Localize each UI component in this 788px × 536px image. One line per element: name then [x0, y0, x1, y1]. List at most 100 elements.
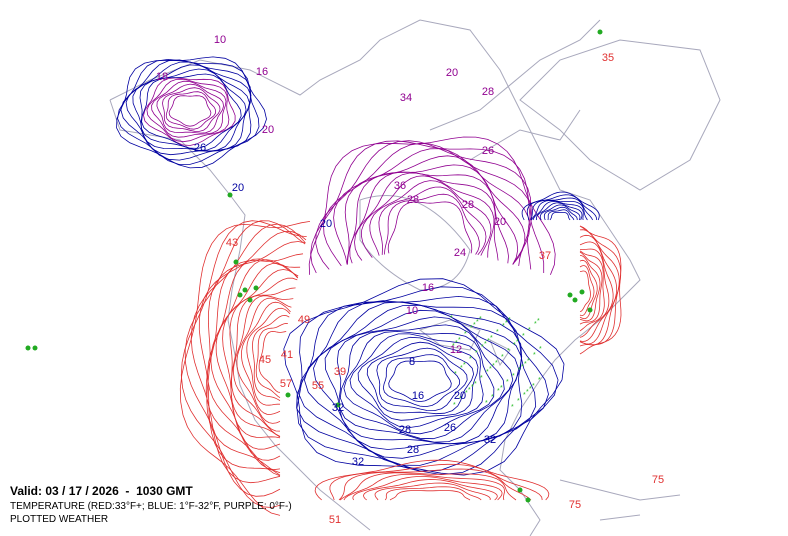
- snow-symbol: *: [454, 371, 457, 378]
- contour-line: [535, 202, 583, 221]
- snow-symbol: *: [455, 340, 458, 347]
- contour-line: [233, 295, 294, 432]
- contour-line: [303, 301, 523, 459]
- contour-line: [388, 360, 452, 403]
- snow-symbol: *: [481, 344, 484, 351]
- contour-line: [532, 200, 584, 221]
- contour-label: 16: [412, 390, 424, 402]
- contour-line: [333, 148, 531, 265]
- rain-dot: [242, 287, 248, 293]
- snow-symbol: *: [533, 352, 536, 359]
- contour-line: [151, 80, 227, 138]
- snow-symbol: *: [501, 354, 504, 361]
- hudson-bay: [359, 195, 471, 291]
- contour-line: [382, 354, 460, 408]
- contour-line: [579, 255, 601, 322]
- snow-symbol: *: [470, 325, 473, 332]
- contour-line: [354, 172, 499, 261]
- valid-time: Valid: 03 / 17 / 2026 - 1030 GMT: [10, 484, 193, 498]
- snow-symbol: *: [528, 327, 531, 334]
- snow-symbol: *: [459, 396, 462, 403]
- contour-line: [143, 77, 236, 146]
- contour-line: [283, 278, 565, 476]
- contour-line: [246, 307, 291, 406]
- contour-label: 12: [450, 344, 462, 356]
- contours: [116, 56, 622, 516]
- contour-line: [343, 330, 495, 435]
- contour-label: 32: [484, 434, 496, 446]
- rain-dot: [335, 402, 341, 408]
- snow-symbol: *: [529, 386, 532, 393]
- contour-line: [579, 225, 622, 347]
- snow-symbol: *: [450, 315, 453, 322]
- contour-line: [314, 459, 550, 501]
- contour-line: [315, 140, 532, 270]
- layer-text: PLOTTED WEATHER: [10, 514, 109, 525]
- rain-dot: [237, 292, 243, 298]
- coast-east: [109, 19, 641, 536]
- snow-symbol: *: [480, 375, 483, 382]
- contour-label: 10: [214, 34, 226, 46]
- snow-symbol: *: [473, 322, 476, 329]
- contour-label: 26: [194, 142, 206, 154]
- contour-line: [366, 341, 475, 415]
- contour-line: [310, 140, 545, 274]
- contour-line: [579, 250, 605, 332]
- snow-symbol: *: [497, 388, 500, 395]
- contour-line: [231, 287, 296, 437]
- contour-line: [207, 258, 301, 471]
- rain-dot: [579, 289, 585, 295]
- snow-symbol: *: [508, 317, 511, 324]
- contour-line: [579, 265, 595, 317]
- contour-line: [376, 347, 468, 412]
- snow-symbol: *: [495, 360, 498, 367]
- snow-symbol: *: [460, 365, 463, 372]
- contour-label: 75: [569, 499, 581, 511]
- contour-line: [579, 248, 610, 338]
- snow-symbol: *: [517, 398, 520, 405]
- contour-label: 18: [156, 71, 168, 83]
- contour-label: 39: [334, 366, 346, 378]
- contour-line: [349, 171, 509, 264]
- contour-line: [384, 193, 480, 255]
- snow-symbol: *: [487, 338, 490, 345]
- contour-label: 28: [482, 86, 494, 98]
- contour-line: [579, 234, 618, 345]
- snow-symbol: *: [496, 329, 499, 336]
- contour-label: 32: [332, 402, 344, 414]
- contour-label: 24: [454, 247, 466, 259]
- contour-line: [329, 463, 543, 501]
- contour-line: [141, 73, 242, 149]
- coastlines: [109, 19, 721, 536]
- snow-symbol: *: [521, 364, 524, 371]
- snow-symbol: *: [452, 343, 455, 350]
- contour-line: [521, 191, 600, 221]
- snow-symbol: *: [527, 358, 530, 365]
- contour-line: [146, 78, 230, 143]
- contour-label: 41: [281, 349, 293, 361]
- snow-symbol: *: [484, 341, 487, 348]
- contour-line: [258, 330, 287, 393]
- contour-line: [344, 155, 526, 265]
- rain-dot: [253, 285, 259, 291]
- contour-label: 35: [602, 52, 614, 64]
- snow-symbol: *: [458, 337, 461, 344]
- contour-line: [579, 241, 614, 342]
- contour-label: 32: [352, 456, 364, 468]
- contour-line: [324, 309, 520, 445]
- contour-line: [579, 270, 591, 312]
- rain-dot: [32, 345, 38, 351]
- contour-line: [255, 322, 288, 398]
- arctic-islands: [429, 19, 601, 161]
- contour-label: 16: [256, 66, 268, 78]
- contour-line: [374, 482, 491, 501]
- snow-symbol: *: [522, 333, 525, 340]
- snow-symbol: *: [507, 348, 510, 355]
- contour-label: 16: [422, 282, 434, 294]
- contour-line: [240, 301, 291, 415]
- snow-symbol: *: [476, 319, 479, 326]
- contour-line: [323, 142, 533, 267]
- contour-line: [120, 59, 252, 161]
- contour-line: [184, 220, 306, 497]
